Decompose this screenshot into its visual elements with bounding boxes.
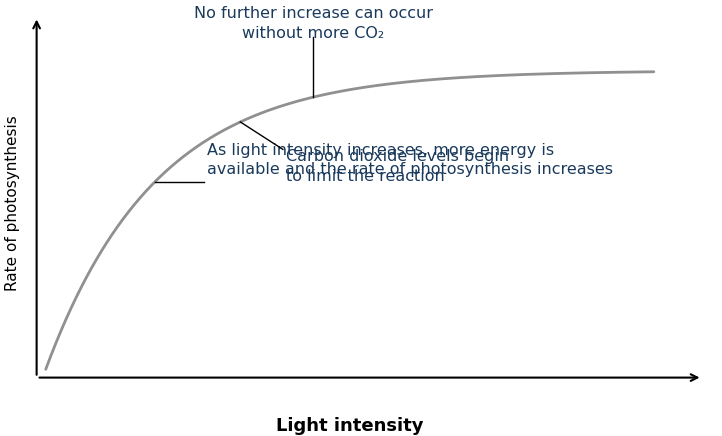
Text: Rate of photosynthesis: Rate of photosynthesis	[5, 116, 19, 291]
Text: Carbon dioxide levels begin
to limit the reaction: Carbon dioxide levels begin to limit the…	[286, 150, 509, 184]
Text: As light intensity increases, more energy is
available and the rate of photosynt: As light intensity increases, more energ…	[207, 143, 613, 177]
Text: No further increase can occur
without more CO₂: No further increase can occur without mo…	[193, 6, 432, 41]
Text: Light intensity: Light intensity	[276, 417, 424, 435]
